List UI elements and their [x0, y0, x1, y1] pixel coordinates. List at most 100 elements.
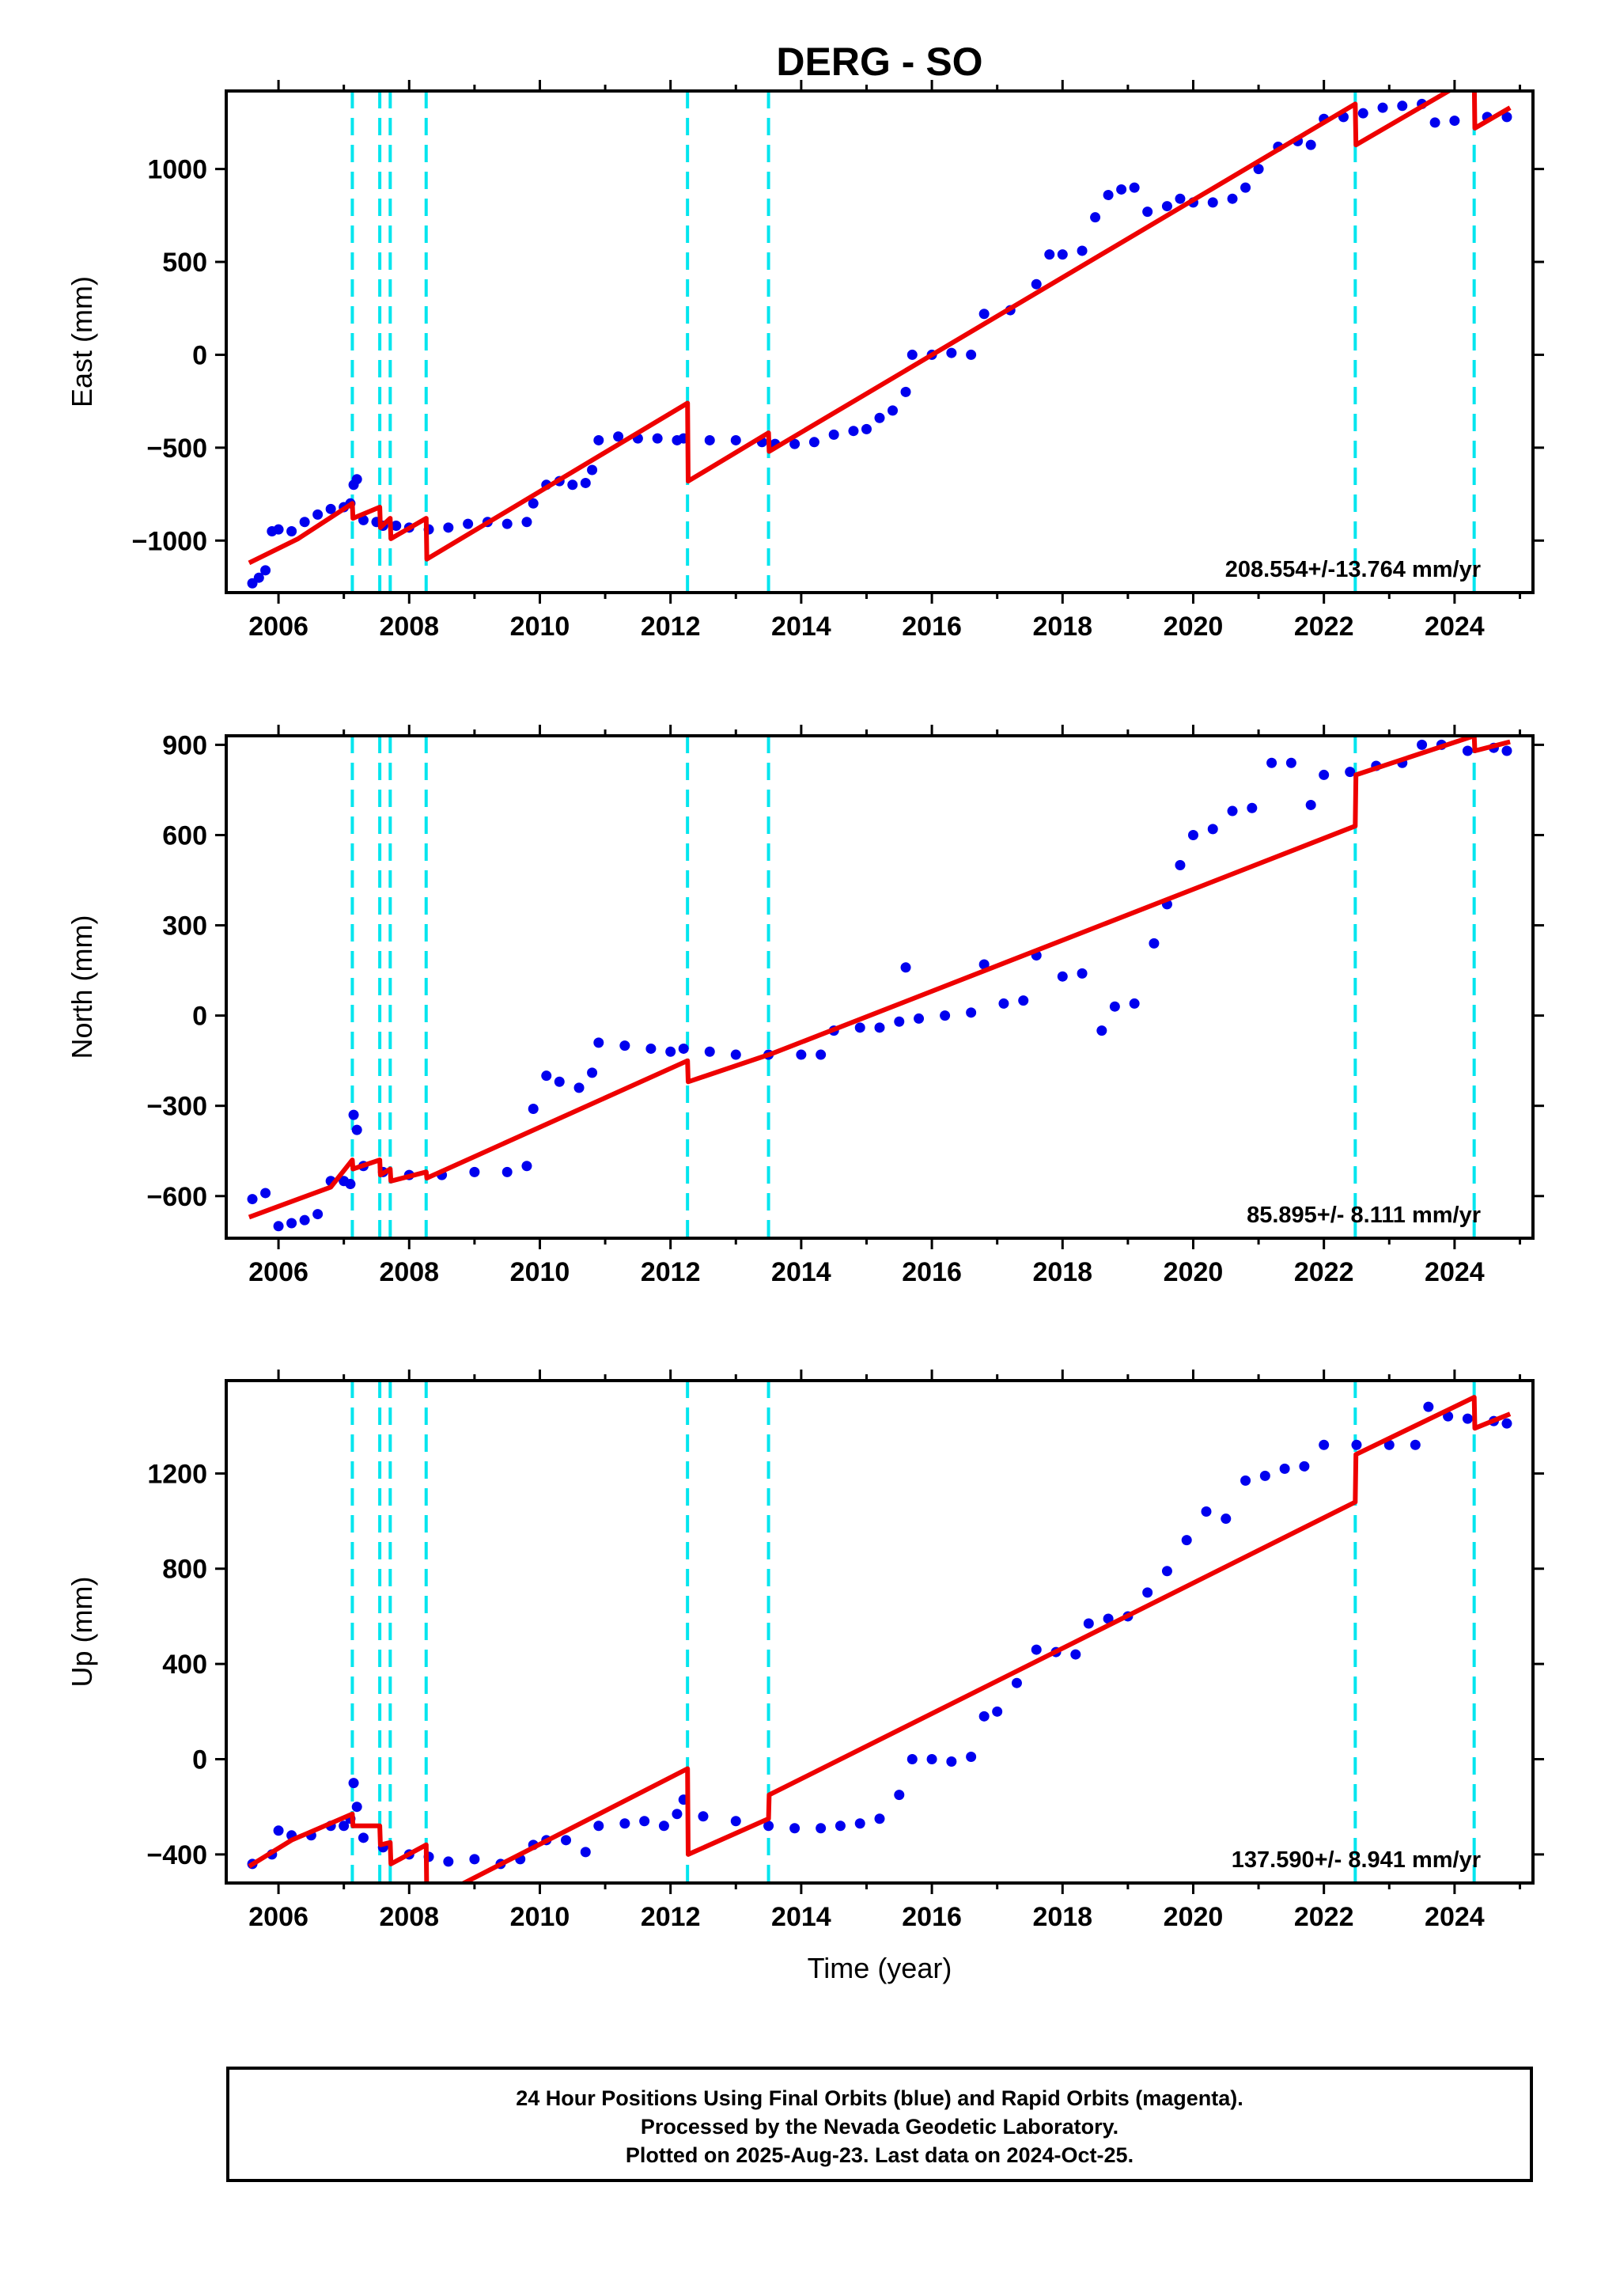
up-data-point-24 [639, 1816, 650, 1827]
east-data-point-77 [1397, 100, 1408, 112]
up-data-point-42 [992, 1706, 1003, 1717]
north-data-point-43 [1018, 995, 1029, 1006]
east-data-point-33 [652, 433, 663, 444]
north-data-point-17 [521, 1161, 532, 1172]
north-data-point-49 [1129, 998, 1140, 1009]
north-plot-area [247, 736, 1512, 1232]
up-data-point-60 [1351, 1439, 1362, 1450]
north-data-point-68 [1501, 745, 1512, 756]
up-ytick-label-3: 800 [162, 1555, 207, 1585]
north-data-point-39 [940, 1010, 951, 1021]
east-data-point-59 [1103, 189, 1114, 200]
up-panel: −400 0 400 800 1200 2006 2008 2010 2012 2014 2016 2… [66, 1370, 1544, 1984]
east-data-point-22 [501, 518, 513, 529]
up-ytick-label-4: 1200 [147, 1459, 207, 1489]
up-ytick-label-2: 400 [162, 1650, 207, 1680]
east-data-point-19 [443, 522, 454, 533]
up-plot-area [247, 1395, 1512, 1883]
up-data-point-52 [1181, 1535, 1192, 1546]
east-data-point-68 [1240, 182, 1251, 193]
footer-line-1: 24 Hour Positions Using Final Orbits (bl… [516, 2086, 1243, 2110]
east-data-point-48 [906, 349, 918, 360]
up-data-point-37 [906, 1754, 918, 1765]
north-data-point-0 [247, 1194, 258, 1205]
north-xtick-label-3: 2012 [641, 1257, 701, 1287]
east-data-point-63 [1161, 201, 1172, 212]
east-ytick-label-1: −500 [146, 434, 207, 464]
up-data-point-62 [1410, 1439, 1421, 1450]
east-xtick-label-8: 2022 [1294, 612, 1354, 642]
east-data-point-58 [1090, 212, 1101, 223]
up-frame [225, 1379, 1535, 1885]
north-xtick-label-8: 2022 [1294, 1257, 1354, 1287]
up-data-point-67 [1501, 1418, 1512, 1429]
north-velocity-text: 85.895+/- 8.111 mm/yr [1247, 1203, 1481, 1228]
north-data-point-41 [978, 959, 990, 970]
up-data-point-15 [469, 1854, 480, 1865]
up-data-point-40 [966, 1751, 977, 1762]
up-data-point-22 [593, 1821, 604, 1832]
up-data-point-28 [698, 1811, 709, 1822]
up-data-point-32 [816, 1823, 827, 1834]
east-data-point-45 [874, 412, 885, 423]
up-data-point-23 [619, 1818, 630, 1829]
east-ylabel: East (mm) [66, 276, 98, 407]
up-data-point-50 [1142, 1587, 1153, 1598]
north-xtick-label-4: 2014 [771, 1257, 831, 1287]
north-xtick-label-5: 2016 [902, 1257, 962, 1287]
east-data-point-79 [1429, 117, 1440, 128]
east-data-point-23 [521, 517, 532, 528]
east-xtick-label-3: 2012 [641, 612, 701, 642]
up-xtick-label-6: 2018 [1032, 1902, 1092, 1932]
east-xtick-label-2: 2010 [510, 612, 570, 642]
up-xtick-label-0: 2006 [248, 1902, 308, 1932]
north-data-point-25 [645, 1043, 657, 1054]
north-data-point-56 [1247, 802, 1258, 813]
footer-line-3: Plotted on 2025-Aug-23. Last data on 202… [625, 2143, 1134, 2167]
north-data-point-31 [796, 1049, 807, 1060]
north-data-point-47 [1096, 1025, 1107, 1036]
north-ytick-label-4: 600 [162, 820, 207, 851]
east-data-point-37 [730, 434, 741, 445]
north-data-point-46 [1077, 968, 1088, 979]
east-data-point-2 [260, 565, 271, 576]
east-data-point-1 [253, 572, 264, 583]
up-data-point-43 [1011, 1677, 1022, 1688]
east-velocity-text: 208.554+/-13.764 mm/yr [1225, 557, 1481, 582]
east-model-line [248, 91, 1512, 566]
north-model-line [248, 736, 1511, 1220]
up-data-point-63 [1423, 1401, 1434, 1412]
north-data-point-57 [1266, 757, 1277, 768]
north-data-point-45 [1057, 971, 1068, 982]
up-data-point-25 [658, 1821, 669, 1832]
north-data-point-66 [1462, 745, 1473, 756]
north-data-point-5 [312, 1209, 324, 1220]
up-data-point-57 [1279, 1463, 1290, 1474]
east-ytick-label-2: 0 [192, 340, 207, 370]
north-ylabel: North (mm) [66, 915, 98, 1059]
east-data-point-60 [1116, 184, 1127, 195]
north-frame [225, 734, 1535, 1240]
east-data-point-72 [1305, 139, 1316, 150]
up-model-line [248, 1395, 1512, 1883]
east-data-point-50 [946, 347, 957, 358]
east-data-point-24 [528, 498, 539, 509]
east-data-point-29 [587, 464, 598, 475]
east-data-point-80 [1449, 116, 1460, 127]
north-data-point-34 [854, 1022, 865, 1033]
up-data-point-26 [672, 1809, 683, 1820]
up-data-point-29 [730, 1816, 741, 1827]
north-ytick-label-5: 900 [162, 730, 207, 760]
up-data-point-54 [1221, 1514, 1232, 1525]
north-data-point-55 [1227, 805, 1238, 816]
east-data-point-66 [1207, 197, 1218, 208]
north-data-point-9 [348, 1109, 359, 1120]
east-data-point-61 [1129, 182, 1140, 193]
up-data-point-34 [854, 1818, 865, 1829]
north-panel: −600 −300 0 300 600 900 2006 2008 2010 2012 2014 20… [66, 725, 1544, 1287]
north-data-point-8 [345, 1179, 356, 1190]
east-ytick-label-0: −1000 [132, 526, 208, 556]
east-panel: −1000 −500 0 500 1000 2006 2008 2010 2012 2014 201… [66, 80, 1544, 642]
north-data-point-61 [1345, 767, 1356, 778]
east-data-point-75 [1357, 108, 1368, 119]
